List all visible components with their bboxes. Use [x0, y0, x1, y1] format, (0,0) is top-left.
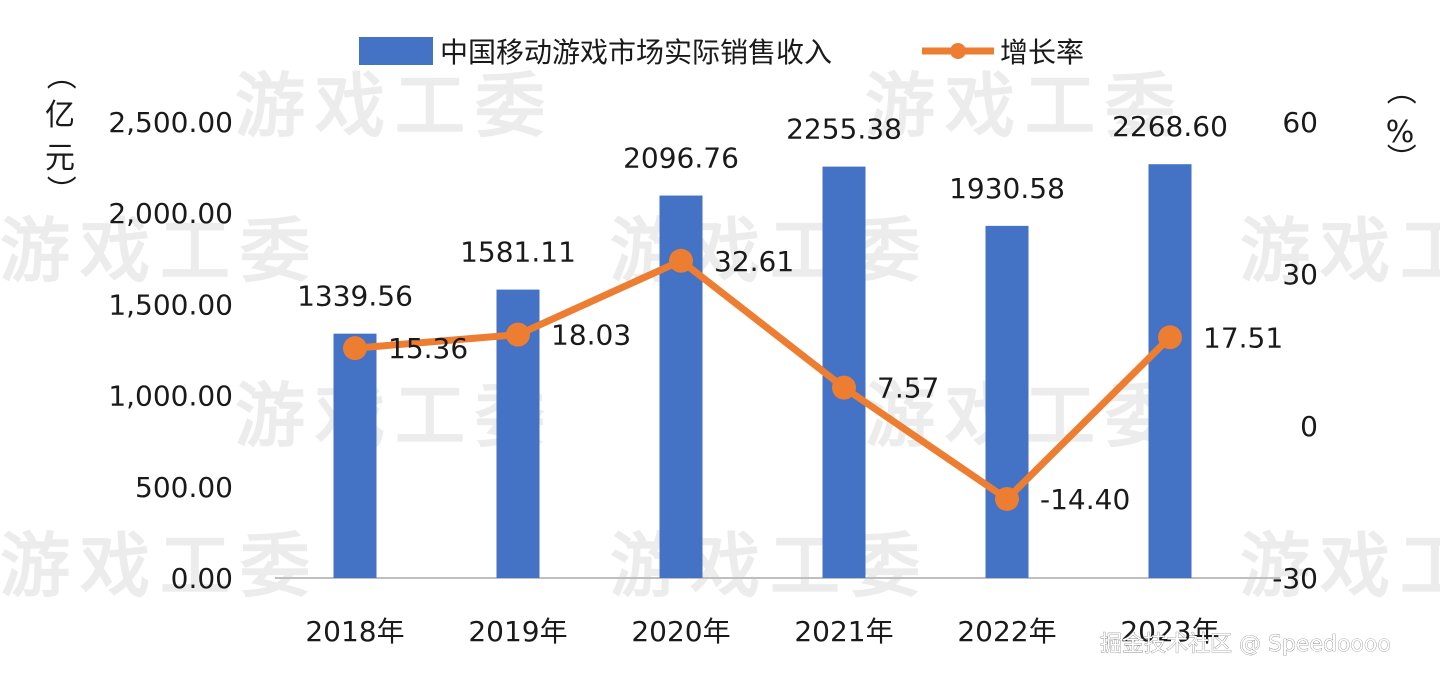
legend-swatch-growth-marker	[950, 43, 966, 59]
left-unit-char: 亿	[45, 98, 75, 133]
line-data-label: -14.40	[1040, 483, 1130, 516]
right-axis-tick-label: 30	[1282, 258, 1318, 291]
left-unit-char: 元	[45, 141, 75, 176]
growth-rate-marker	[1158, 325, 1182, 350]
line-data-label: 32.61	[714, 245, 794, 278]
category-label: 2021年	[794, 615, 893, 648]
line-data-label: 15.36	[388, 332, 468, 365]
watermark-text: 游戏工委	[0, 525, 320, 607]
line-data-label: 18.03	[551, 319, 631, 352]
legend-swatch-revenue	[359, 37, 433, 65]
bar-data-label: 2268.60	[1112, 110, 1228, 143]
growth-rate-marker	[832, 375, 856, 400]
line-data-label: 17.51	[1203, 321, 1283, 354]
line-series	[343, 248, 1182, 511]
left-axis-tick-label: 500.00	[135, 471, 233, 504]
bar-data-label: 1339.56	[297, 280, 413, 313]
left-unit-label: （ 亿 元 ）	[42, 60, 77, 205]
line-data-labels: 15.36 18.03 32.61 7.57 -14.40 17.51	[388, 245, 1283, 516]
bar-data-label: 1930.58	[949, 172, 1065, 205]
category-label: 2022年	[957, 615, 1056, 648]
bar-data-label: 2096.76	[623, 142, 739, 175]
growth-rate-marker	[343, 336, 367, 361]
right-unit-label: （ % ）	[1382, 75, 1417, 173]
growth-rate-marker	[669, 248, 693, 273]
right-unit-char: （	[1382, 75, 1417, 105]
bar	[333, 333, 377, 578]
watermark-text: 游戏工委	[610, 525, 930, 607]
category-label: 2019年	[468, 615, 567, 648]
right-unit-char: %	[1386, 115, 1415, 150]
bar-data-label: 1581.11	[460, 236, 576, 269]
watermark-text: 游戏工委	[235, 375, 555, 457]
left-axis-tick-label: 2,000.00	[108, 197, 233, 230]
bar	[1148, 164, 1192, 578]
growth-rate-marker	[506, 322, 530, 347]
category-label: 2023年	[1120, 615, 1219, 648]
line-data-label: 7.57	[877, 372, 939, 405]
legend-label-revenue: 中国移动游戏市场实际销售收入	[440, 36, 832, 69]
bar-data-labels: 1339.56 1581.11 2096.76 2255.38 1930.58 2268.…	[297, 110, 1228, 312]
left-axis-tick-label: 1,500.00	[108, 288, 233, 321]
watermark-text: 游戏工委	[235, 65, 555, 147]
right-unit-char: ）	[1382, 143, 1417, 173]
category-label: 2018年	[305, 615, 404, 648]
growth-rate-marker	[995, 486, 1019, 511]
growth-rate-line	[354, 257, 1173, 503]
credit-text: 掘金技术社区 @ Speedoooo	[1100, 632, 1391, 657]
left-unit-char: ）	[42, 175, 77, 205]
legend-label-growth: 增长率	[1000, 36, 1084, 69]
legend: 中国移动游戏市场实际销售收入 增长率	[359, 36, 1084, 69]
watermark-text: 游戏工委	[865, 65, 1185, 147]
watermark-text: 游戏工委	[1240, 525, 1440, 607]
left-axis-tick-label: 0.00	[171, 562, 233, 595]
left-unit-char: （	[42, 60, 77, 90]
left-axis-tick-label: 2,500.00	[108, 106, 233, 139]
bar-series	[333, 164, 1192, 579]
watermark-text: 游戏工委	[1240, 210, 1440, 292]
left-axis-ticks: 0.00 500.00 1,000.00 1,500.00 2,000.00 2,500.…	[108, 106, 233, 595]
category-label: 2020年	[631, 615, 730, 648]
left-axis-tick-label: 1,000.00	[108, 380, 233, 413]
right-axis-tick-label: 60	[1282, 106, 1318, 139]
watermark-text: 游戏工委	[0, 210, 320, 292]
bar	[985, 225, 1029, 578]
bar-data-label: 2255.38	[786, 113, 902, 146]
right-axis-tick-label: 0	[1300, 410, 1318, 443]
category-axis-labels: 2018年 2019年 2020年 2021年 2022年 2023年	[305, 615, 1219, 648]
